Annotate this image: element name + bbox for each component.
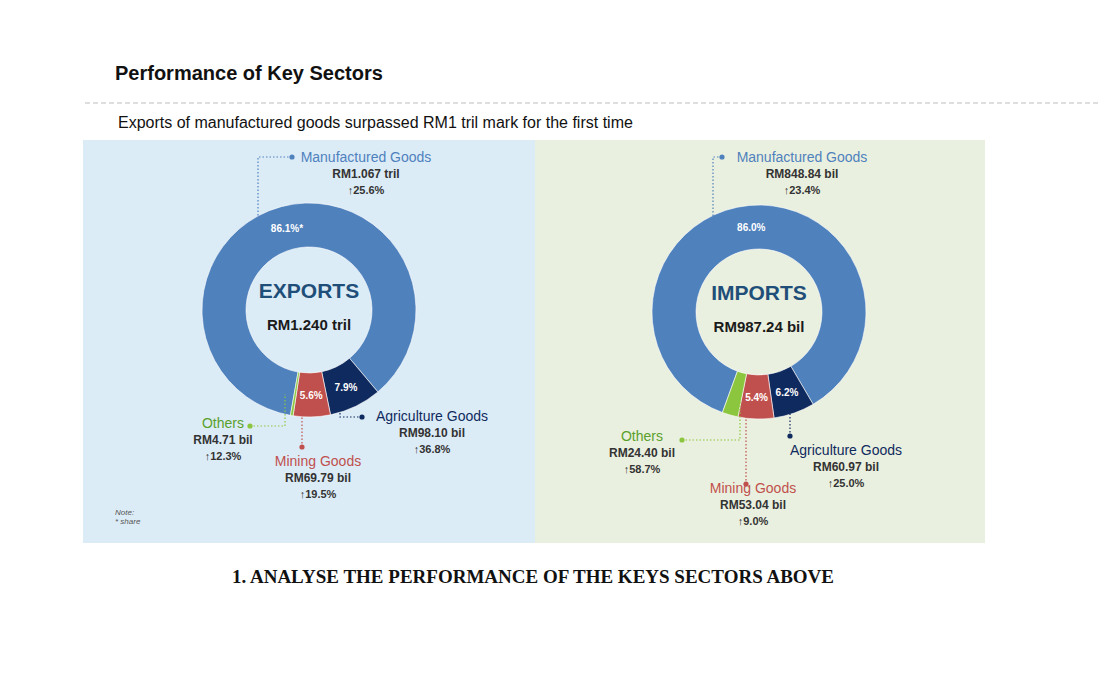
leader-line (713, 157, 722, 222)
page: Performance of Key Sectors Exports of man… (0, 0, 1102, 676)
page-title: Performance of Key Sectors (115, 62, 383, 84)
amount-label: RM69.79 bil (285, 471, 351, 485)
amount-label: RM24.40 bil (609, 446, 675, 460)
category-label: Others (202, 415, 244, 431)
leader-line (250, 394, 285, 426)
growth-label: ↑25.6% (348, 184, 385, 196)
growth-label: ↑36.8% (414, 443, 451, 455)
amount-label: RM98.10 bil (399, 426, 465, 440)
donut-total: RM987.24 bil (714, 318, 805, 335)
share-label: 7.9% (335, 382, 358, 393)
category-label: Mining Goods (710, 480, 796, 496)
leader-line (301, 394, 302, 447)
growth-label: ↑12.3% (205, 450, 242, 462)
category-label: Agriculture Goods (376, 408, 488, 424)
amount-label: RM4.71 bil (193, 433, 252, 447)
leader-dot (679, 437, 684, 442)
category-label: Manufactured Goods (301, 149, 432, 165)
growth-label: ↑19.5% (300, 488, 337, 500)
amount-label: RM60.97 bil (813, 460, 879, 474)
category-label: Others (621, 428, 663, 444)
leader-line (258, 157, 292, 218)
amount-label: RM53.04 bil (720, 498, 786, 512)
share-label: 5.6% (300, 390, 323, 401)
share-label: 86.0% (737, 222, 765, 233)
donut-title: IMPORTS (711, 281, 807, 304)
growth-label: ↑58.7% (624, 463, 661, 475)
amount-label: RM1.067 tril (332, 167, 399, 181)
donut-title: EXPORTS (259, 279, 359, 302)
share-label: 6.2% (776, 387, 799, 398)
growth-label: ↑25.0% (828, 477, 865, 489)
leader-dot (289, 154, 294, 159)
leader-line (340, 398, 362, 417)
leader-dot (299, 444, 304, 449)
category-label: Agriculture Goods (790, 442, 902, 458)
amount-label: RM848.84 bil (766, 167, 839, 181)
imports-panel (535, 140, 985, 543)
share-label: 5.4% (745, 392, 768, 403)
leader-line (745, 400, 746, 484)
question: 1. ANALYSE THE PERFORMANCE OF THE KEYS S… (232, 566, 834, 587)
exports-panel (83, 140, 535, 543)
note: Note: (115, 508, 134, 517)
leader-dot (247, 423, 252, 428)
leader-line (682, 394, 740, 440)
page-subtitle: Exports of manufactured goods surpassed … (118, 114, 633, 131)
category-label: Mining Goods (275, 453, 361, 469)
growth-label: ↑23.4% (784, 184, 821, 196)
donut-slice (722, 371, 746, 417)
donut-chart (202, 203, 416, 417)
note: * share (115, 517, 141, 526)
growth-label: ↑9.0% (738, 515, 769, 527)
leader-dot (719, 154, 724, 159)
share-label: 86.1%* (271, 223, 303, 234)
donut-slice (290, 372, 299, 416)
donut-slice (322, 358, 378, 415)
leader-line (789, 402, 790, 436)
leader-dot (787, 433, 792, 438)
divider (85, 103, 1100, 104)
leader-dot (359, 414, 364, 419)
donut-chart (652, 205, 866, 419)
category-label: Manufactured Goods (737, 149, 868, 165)
donut-total: RM1.240 tril (267, 316, 351, 333)
